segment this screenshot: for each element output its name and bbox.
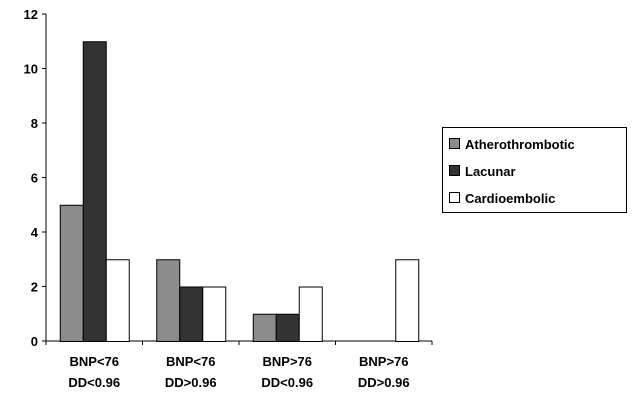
y-tick-label: 8 [31, 116, 38, 131]
legend-swatch [449, 138, 460, 149]
y-tick-label: 2 [31, 280, 38, 295]
legend-swatch [449, 192, 460, 203]
x-category-label: DD<0.96 [261, 375, 313, 390]
x-category-label: BNP<76 [70, 354, 120, 369]
x-category-label: DD<0.96 [68, 375, 120, 390]
bar-cardioembolic-1 [202, 286, 227, 342]
y-tick-label: 6 [31, 171, 38, 186]
bar-cardioembolic-2 [298, 286, 323, 342]
bar-cardioembolic-0 [105, 259, 130, 342]
legend-swatch [449, 165, 460, 176]
legend-label: Lacunar [465, 164, 516, 179]
legend-box [442, 127, 627, 213]
y-tick-label: 12 [24, 7, 38, 22]
bar-atherothrombotic-2 [252, 313, 277, 342]
x-category-label: DD>0.96 [358, 375, 410, 390]
bar-cardioembolic-3 [395, 259, 420, 342]
labels: 0 2 4 6 8 10 12 BNP<76 DD<0.96 BNP<76 DD>0.96 BNP>7… [24, 7, 410, 390]
x-category-label: BNP>76 [263, 354, 313, 369]
bars [59, 41, 420, 342]
x-category-label: DD>0.96 [165, 375, 217, 390]
y-tick-label: 10 [24, 62, 38, 77]
x-category-label: BNP<76 [166, 354, 216, 369]
bar-lacunar-2 [275, 313, 300, 342]
legend-label: Atherothrombotic [465, 137, 575, 152]
bar-lacunar-1 [179, 286, 204, 342]
x-category-label: BNP>76 [359, 354, 409, 369]
legend-label: Cardioembolic [465, 191, 555, 206]
y-tick-label: 4 [31, 225, 39, 240]
bar-atherothrombotic-1 [156, 259, 181, 342]
bar-atherothrombotic-0 [59, 204, 84, 342]
y-tick-label: 0 [31, 334, 38, 349]
bar-lacunar-0 [82, 41, 107, 342]
legend: Atherothrombotic Lacunar Cardioembolic [442, 127, 627, 213]
